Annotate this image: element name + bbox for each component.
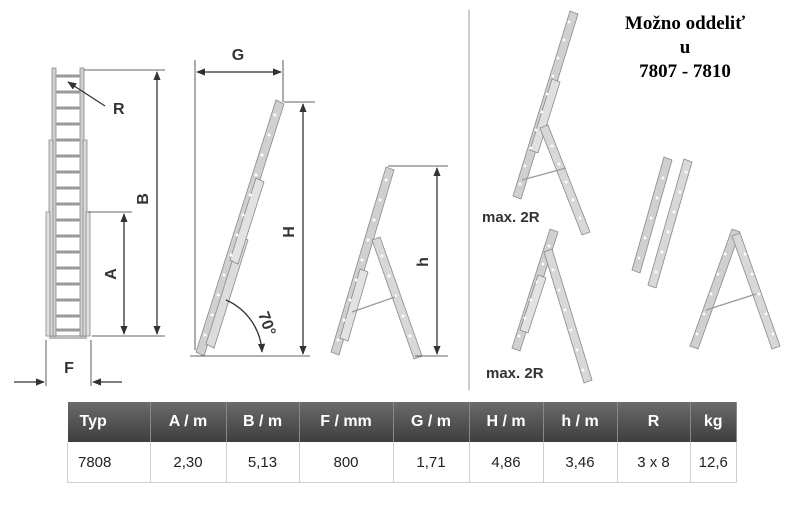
note-line-1: Možno oddeliť: [624, 13, 746, 34]
table-row: 7808 2,30 5,13 800 1,71 4,86 3,46 3 x 8 …: [67, 442, 737, 483]
header-h-upper: H / m: [469, 402, 544, 442]
header-g: G / m: [393, 402, 470, 442]
cell-r: 3 x 8: [616, 442, 691, 483]
header-kg: kg: [690, 402, 737, 442]
cell-kg: 12,6: [689, 442, 737, 483]
cell-f: 800: [298, 442, 394, 483]
header-f: F / mm: [299, 402, 394, 442]
leaning-ladder: [195, 99, 285, 357]
spec-table: Typ A / m B / m F / mm G / m H / m h / m…: [67, 402, 737, 483]
dim-label-h-lower: h: [415, 257, 432, 267]
header-a: A / m: [150, 402, 227, 442]
cell-h-upper: 4,86: [468, 442, 544, 483]
note-line-2: u: [679, 37, 691, 58]
dim-label-r: R: [113, 101, 125, 118]
cell-a: 2,30: [149, 442, 227, 483]
cell-typ: 7808: [67, 442, 151, 483]
dim-label-b: B: [135, 193, 152, 205]
max-label-lower: max. 2R: [486, 365, 544, 382]
separable-note: Možno oddeliť u 7807 - 7810: [590, 12, 780, 84]
dim-label-h-upper: H: [281, 226, 298, 238]
note-line-3: 7807 - 7810: [639, 61, 731, 82]
header-h-lower: h / m: [543, 402, 618, 442]
cell-g: 1,71: [392, 442, 470, 483]
ladder-diagram: R B A F G H 70°: [14, 10, 781, 390]
max-label-upper: max. 2R: [482, 209, 540, 226]
cell-h-lower: 3,46: [542, 442, 618, 483]
front-view-ladder: [45, 67, 91, 339]
separated-ladder-sections: [631, 156, 781, 350]
header-typ: Typ: [67, 402, 151, 442]
combination-ladder-upper: [512, 10, 591, 236]
a-frame-ladder: [330, 166, 423, 360]
dim-label-a: A: [103, 268, 120, 280]
combination-ladder-lower: [511, 228, 593, 384]
header-r: R: [617, 402, 691, 442]
dim-label-g: G: [232, 47, 244, 64]
cell-b: 5,13: [225, 442, 300, 483]
dim-label-f: F: [64, 360, 74, 377]
header-b: B / m: [226, 402, 300, 442]
spec-header-row: Typ A / m B / m F / mm G / m H / m h / m…: [67, 402, 737, 442]
